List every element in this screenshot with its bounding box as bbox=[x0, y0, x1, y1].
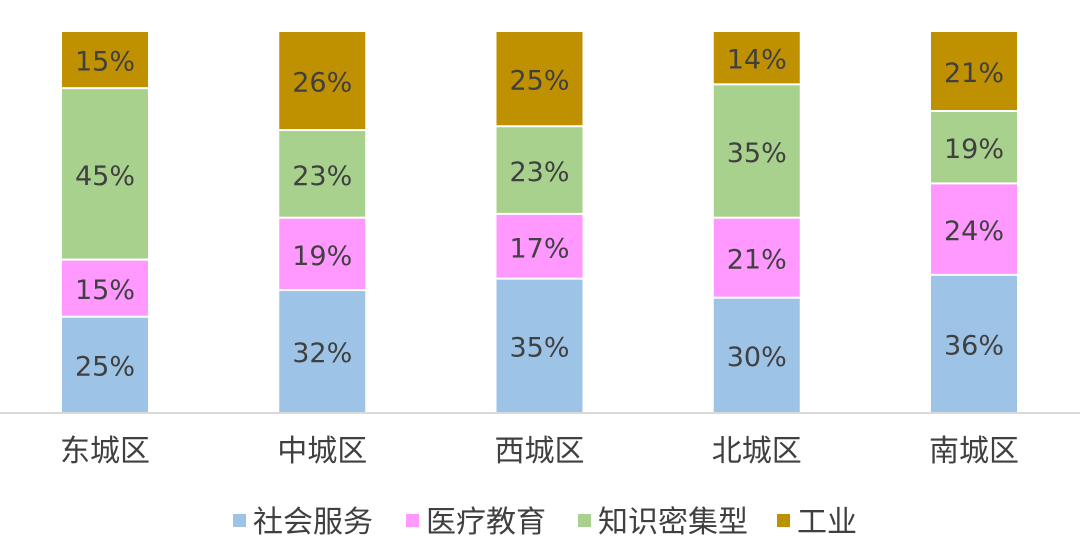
category-label: 南城区 bbox=[929, 434, 1019, 469]
legend-label: 医疗教育 bbox=[426, 505, 546, 540]
bar-segment bbox=[931, 112, 1017, 183]
category-label: 北城区 bbox=[712, 434, 802, 469]
legend: 社会服务 医疗教育 知识密集型 工业 bbox=[233, 505, 857, 540]
legend-label: 工业 bbox=[797, 505, 857, 540]
bar-segment bbox=[496, 279, 583, 413]
bar-segment bbox=[279, 218, 366, 290]
bar-segment bbox=[713, 32, 800, 84]
legend-label: 社会服务 bbox=[253, 505, 373, 540]
legend-swatch bbox=[578, 514, 591, 527]
data-label: 24% bbox=[944, 216, 1004, 247]
bar-segment bbox=[496, 32, 583, 126]
legend-swatch bbox=[233, 514, 246, 527]
data-label: 23% bbox=[509, 157, 569, 188]
bar-segment bbox=[62, 32, 148, 88]
data-label: 19% bbox=[944, 134, 1004, 165]
data-label: 15% bbox=[75, 47, 135, 78]
data-label: 23% bbox=[292, 161, 352, 192]
legend-swatch bbox=[406, 514, 419, 527]
bar-segment bbox=[931, 275, 1017, 413]
data-label: 35% bbox=[509, 332, 569, 363]
data-label: 21% bbox=[727, 245, 787, 276]
bar-segment bbox=[279, 291, 366, 413]
data-label: 15% bbox=[75, 275, 135, 306]
data-label: 25% bbox=[75, 351, 135, 382]
category-labels: 东城区 中城区 西城区 北城区 南城区 bbox=[60, 434, 1019, 469]
bar-segment bbox=[931, 32, 1017, 111]
data-label: 26% bbox=[292, 68, 352, 99]
category-label: 西城区 bbox=[495, 434, 585, 469]
data-label: 14% bbox=[727, 45, 787, 76]
data-label: 32% bbox=[292, 338, 352, 369]
bar-segment bbox=[279, 32, 366, 130]
bar-segment bbox=[713, 218, 800, 297]
data-label: 30% bbox=[727, 342, 787, 373]
data-label: 21% bbox=[944, 58, 1004, 89]
data-label: 19% bbox=[292, 241, 352, 272]
data-label: 17% bbox=[509, 233, 569, 264]
data-label: 25% bbox=[509, 66, 569, 97]
legend-swatch bbox=[777, 514, 790, 527]
bar-segment bbox=[713, 298, 800, 413]
bar-segment bbox=[62, 89, 148, 259]
data-label: 45% bbox=[75, 161, 135, 192]
bars-layer bbox=[62, 32, 1017, 413]
legend-label: 知识密集型 bbox=[598, 505, 748, 540]
bar-segment bbox=[931, 184, 1017, 274]
bar-segment bbox=[62, 260, 148, 316]
data-label: 35% bbox=[727, 138, 787, 169]
data-labels-layer: 25% 15% 45% 15% 32% 19% 23% 26% 35% 17% 23% 25% 30% 2… bbox=[75, 45, 1004, 383]
bar-segment bbox=[496, 127, 583, 213]
bar-segment bbox=[279, 131, 366, 217]
bar-segment bbox=[713, 85, 800, 217]
bar-segment bbox=[62, 317, 148, 413]
data-label: 36% bbox=[944, 330, 1004, 361]
category-label: 东城区 bbox=[60, 434, 150, 469]
category-label: 中城区 bbox=[277, 434, 367, 469]
bar-segment bbox=[496, 214, 583, 278]
